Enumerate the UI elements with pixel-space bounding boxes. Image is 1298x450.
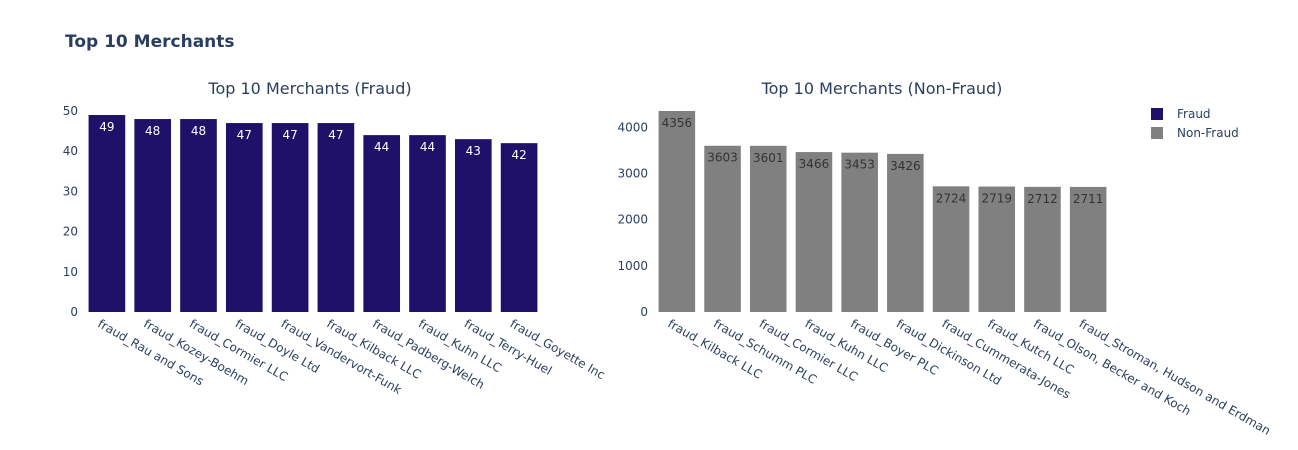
nonfraud-bar-value-label: 3603 (707, 151, 738, 165)
nonfraud-chart-title: Top 10 Merchants (Non-Fraud) (761, 79, 1003, 98)
fraud-bar-value-label: 44 (420, 140, 435, 154)
nonfraud-bar-value-label: 2719 (981, 192, 1012, 206)
fraud-bar-value-label: 43 (466, 144, 481, 158)
fraud-chart-title: Top 10 Merchants (Fraud) (207, 79, 411, 98)
nonfraud-x-tick-label: fraud_Stroman, Hudson and Erdman (1077, 316, 1273, 437)
nonfraud-y-tick-label: 4000 (617, 120, 648, 134)
nonfraud-bar (704, 145, 741, 312)
page-title: Top 10 Merchants (65, 32, 235, 52)
fraud-y-tick-label: 20 (63, 225, 78, 239)
nonfraud-bar-value-label: 3601 (753, 151, 784, 165)
fraud-bar-value-label: 44 (374, 140, 389, 154)
fraud-bar-value-label: 49 (99, 120, 114, 134)
nonfraud-bar (887, 153, 924, 312)
nonfraud-bar-value-label: 2724 (936, 191, 967, 205)
nonfraud-bar (795, 152, 833, 312)
legend-label: Non-Fraud (1177, 126, 1239, 140)
nonfraud-bar-value-label: 2711 (1073, 192, 1104, 206)
legend-swatch (1151, 127, 1163, 139)
nonfraud-bar-value-label: 3466 (799, 157, 830, 171)
fraud-bar (225, 123, 263, 312)
fraud-bar (409, 135, 446, 312)
nonfraud-bar-value-label: 2712 (1027, 192, 1058, 206)
nonfraud-bar (1024, 186, 1061, 312)
fraud-bar-value-label: 47 (282, 128, 297, 142)
nonfraud-bar (978, 186, 1016, 312)
nonfraud-y-tick-label: 0 (640, 305, 648, 319)
fraud-y-tick-label: 0 (70, 305, 78, 319)
fraud-y-tick-label: 10 (63, 265, 78, 279)
nonfraud-y-tick-label: 1000 (617, 259, 648, 273)
fraud-bar (271, 123, 309, 312)
nonfraud-y-tick-label: 3000 (617, 167, 648, 181)
fraud-bar-value-label: 47 (328, 128, 343, 142)
fraud-bar (180, 119, 217, 312)
fraud-bar (363, 135, 401, 312)
fraud-y-tick-label: 30 (63, 184, 78, 198)
nonfraud-bar (749, 145, 787, 312)
fraud-bar-value-label: 42 (511, 148, 526, 162)
fraud-bar (317, 123, 355, 312)
fraud-bar (134, 119, 172, 312)
nonfraud-bar-value-label: 3453 (844, 158, 875, 172)
fraud-bar (454, 139, 492, 312)
nonfraud-bar (932, 186, 970, 312)
nonfraud-bar-value-label: 4356 (662, 116, 693, 130)
legend-swatch (1151, 108, 1163, 120)
fraud-bar-value-label: 48 (145, 124, 160, 138)
fraud-bar-value-label: 47 (237, 128, 252, 142)
nonfraud-bar (841, 152, 878, 312)
nonfraud-bar-value-label: 3426 (890, 159, 921, 173)
legend-label: Fraud (1177, 107, 1211, 121)
nonfraud-bar (1069, 186, 1107, 312)
fraud-bar (88, 115, 126, 313)
fraud-y-tick-label: 50 (63, 104, 78, 118)
fraud-bar-value-label: 48 (191, 124, 206, 138)
nonfraud-y-tick-label: 2000 (617, 213, 648, 227)
fraud-bar (500, 143, 538, 312)
nonfraud-bar (658, 111, 696, 312)
fraud-y-tick-label: 40 (63, 144, 78, 158)
